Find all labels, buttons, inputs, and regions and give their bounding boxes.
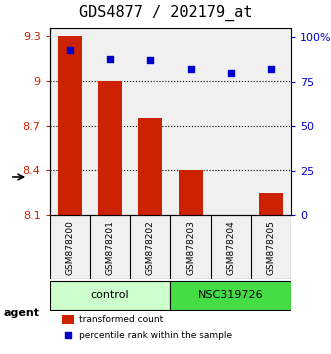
Bar (178, 170, 203, 215)
Point (268, 67, 274, 72)
FancyBboxPatch shape (50, 281, 170, 310)
Text: NSC319726: NSC319726 (198, 290, 264, 300)
Text: GSM878203: GSM878203 (186, 220, 195, 275)
Point (228, 70, 234, 76)
Text: GSM878202: GSM878202 (146, 220, 155, 275)
Text: transformed count: transformed count (79, 315, 163, 324)
Text: control: control (91, 290, 129, 300)
Text: GSM878204: GSM878204 (226, 220, 235, 275)
Bar (58, 36, 82, 215)
Text: GDS4877 / 202179_at: GDS4877 / 202179_at (79, 5, 252, 21)
Text: GSM878201: GSM878201 (106, 220, 115, 275)
Point (107, 56, 113, 61)
Bar (62, 315, 74, 324)
Point (67, 47, 72, 52)
Bar (259, 193, 283, 215)
Text: agent: agent (3, 308, 39, 318)
Point (65, 332, 71, 338)
Point (188, 67, 193, 72)
Text: GSM878200: GSM878200 (65, 220, 74, 275)
Text: percentile rank within the sample: percentile rank within the sample (79, 331, 232, 340)
Text: GSM878205: GSM878205 (267, 220, 276, 275)
Point (148, 58, 153, 63)
Bar (138, 118, 163, 215)
FancyBboxPatch shape (170, 281, 291, 310)
Bar (98, 81, 122, 215)
